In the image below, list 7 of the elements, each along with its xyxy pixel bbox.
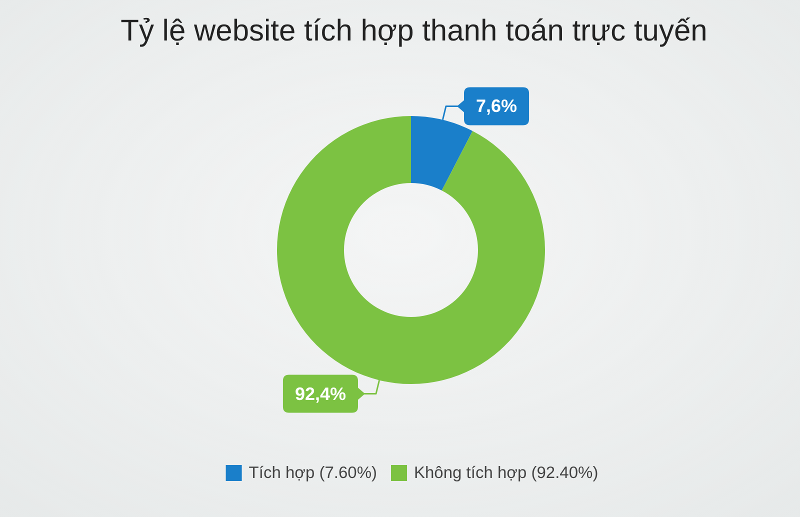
chart-title: Tỷ lệ website tích hợp thanh toán trực tuyến	[120, 14, 708, 48]
data-label: 92,4%	[294, 384, 346, 404]
donut-slice	[411, 116, 473, 190]
legend-label: Tích hợp (7.60%)	[248, 464, 378, 482]
data-label: 7,6%	[476, 96, 518, 116]
donut-slice	[277, 116, 545, 384]
legend-label: Không tích hợp (92.40%)	[414, 464, 598, 482]
